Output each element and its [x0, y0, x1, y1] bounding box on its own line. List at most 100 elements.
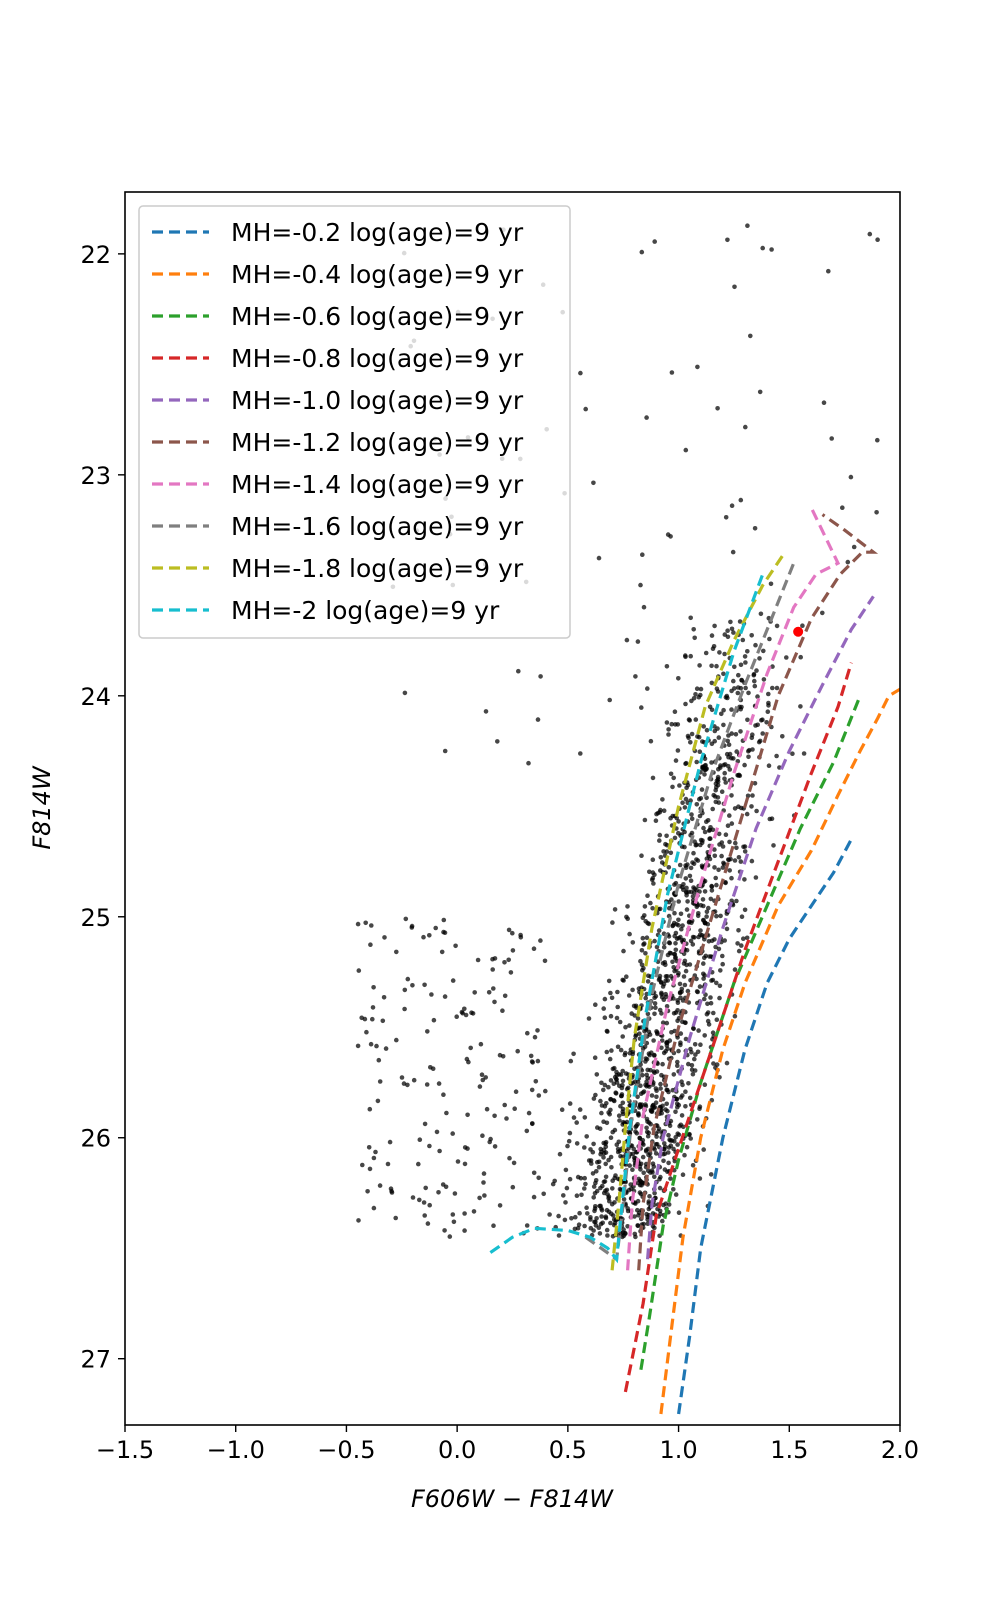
star-point [355, 921, 361, 927]
star-point [699, 932, 705, 938]
star-point [592, 1219, 597, 1225]
star-point [719, 840, 725, 845]
star-point [436, 1190, 441, 1195]
star-point [626, 1187, 632, 1193]
star-point [717, 983, 723, 989]
star-point [758, 611, 764, 617]
star-point [710, 806, 715, 812]
star-point [370, 1005, 376, 1010]
star-point [688, 865, 694, 871]
star-point [422, 1213, 428, 1218]
star-point [668, 534, 673, 539]
star-point [712, 847, 717, 852]
star-point [424, 1082, 430, 1087]
star-point [575, 1174, 581, 1180]
star-point [483, 709, 489, 714]
star-point [356, 968, 362, 973]
star-point [650, 906, 655, 911]
x-tick-label: −1.0 [207, 1436, 265, 1464]
star-point [660, 1218, 665, 1224]
star-point [652, 938, 657, 944]
star-point [535, 1028, 540, 1033]
star-point [592, 1206, 598, 1211]
star-point [752, 683, 758, 689]
star-point [726, 857, 732, 863]
star-point [492, 999, 497, 1005]
star-point [638, 1062, 643, 1067]
star-point [592, 1191, 598, 1196]
star-point [760, 731, 765, 736]
star-point [695, 1117, 700, 1122]
star-point [690, 1071, 696, 1077]
star-point [606, 1157, 611, 1163]
star-point [706, 905, 711, 911]
star-point [645, 1133, 651, 1139]
star-point [661, 945, 667, 950]
star-point [714, 913, 719, 919]
star-point [611, 1213, 616, 1218]
star-point [654, 944, 660, 950]
star-point [667, 950, 673, 956]
star-point [621, 1196, 627, 1202]
star-point [608, 1013, 614, 1019]
star-point [716, 735, 722, 740]
star-point [715, 779, 721, 784]
star-point [686, 920, 692, 925]
star-point [678, 1095, 684, 1100]
legend-label: MH=-1.0 log(age)=9 yr [231, 386, 524, 415]
star-point [651, 881, 656, 886]
star-point [646, 1206, 652, 1212]
star-point [625, 1224, 630, 1229]
star-point [676, 923, 681, 928]
star-point [429, 992, 434, 997]
star-point [727, 767, 733, 772]
star-point [676, 819, 681, 824]
star-point [566, 1138, 572, 1144]
star-point [608, 1096, 614, 1102]
star-point [701, 961, 706, 966]
star-point [653, 1086, 659, 1091]
star-point [709, 978, 714, 983]
star-point [660, 1103, 665, 1109]
star-point [569, 1216, 574, 1221]
star-point [675, 1131, 680, 1136]
star-point [652, 995, 657, 1000]
star-point [694, 802, 700, 807]
star-point [684, 907, 690, 912]
star-point [770, 685, 775, 691]
star-point [677, 981, 683, 987]
star-point [482, 1193, 487, 1198]
star-point [506, 927, 512, 933]
star-point [685, 733, 691, 739]
star-point [403, 916, 409, 922]
x-tick-label: 1.5 [770, 1436, 808, 1464]
star-point [491, 1223, 496, 1228]
star-point [603, 1174, 609, 1180]
isochrone-line-8 [610, 551, 787, 1271]
star-point [698, 686, 704, 692]
star-point [764, 720, 769, 725]
star-point [627, 931, 632, 937]
star-point [368, 1041, 374, 1047]
star-point [688, 798, 693, 803]
star-point [692, 635, 697, 641]
star-point [754, 808, 759, 814]
star-point [725, 823, 731, 828]
star-point [599, 1208, 605, 1213]
star-point [697, 749, 703, 754]
star-point [462, 1228, 467, 1233]
star-point [481, 1171, 487, 1176]
star-point [679, 926, 684, 932]
star-point [686, 1081, 691, 1086]
star-point [588, 1217, 593, 1222]
star-point [410, 1195, 416, 1200]
star-point [586, 1016, 592, 1021]
star-point [666, 1132, 671, 1138]
star-point [693, 717, 699, 722]
star-point [685, 782, 691, 788]
star-point [723, 880, 728, 886]
star-point [433, 925, 439, 931]
star-point [643, 1149, 649, 1154]
star-point [704, 766, 709, 771]
